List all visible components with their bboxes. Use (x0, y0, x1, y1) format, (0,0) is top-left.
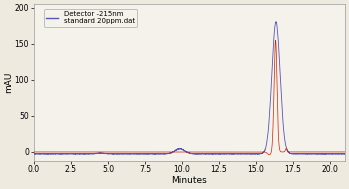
Legend: Detector -215nm
standard 20ppm.dat: Detector -215nm standard 20ppm.dat (44, 9, 137, 26)
X-axis label: Minutes: Minutes (171, 176, 207, 185)
Y-axis label: mAU: mAU (4, 72, 13, 93)
